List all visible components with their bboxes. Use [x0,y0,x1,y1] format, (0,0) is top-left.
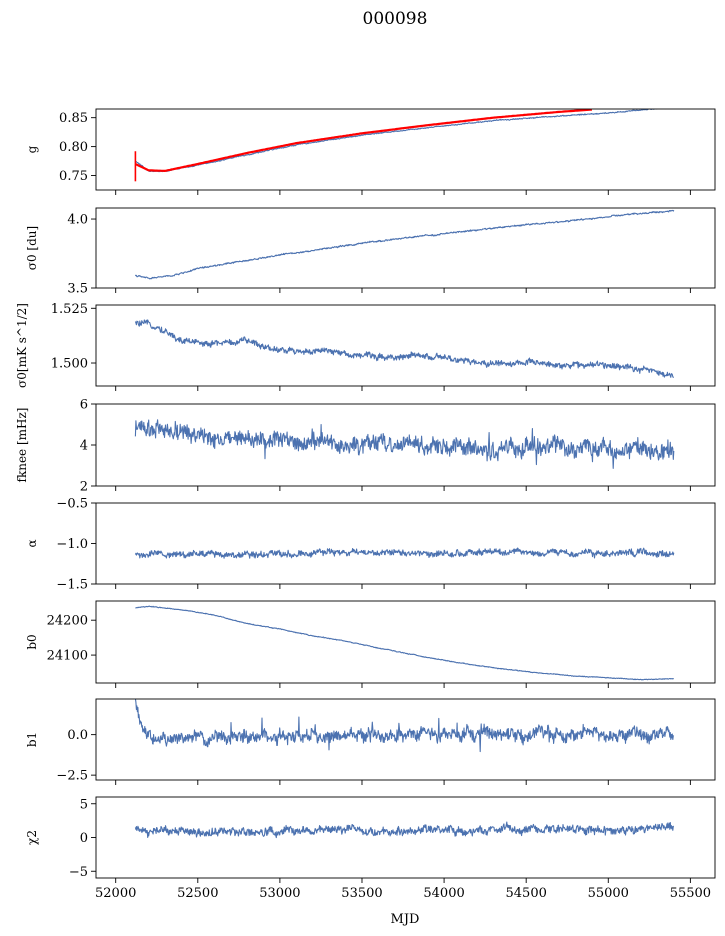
y-tick-label-chi2: 5 [80,797,88,812]
panel-sigma0: 3.5 4.0 σ0 [du] [25,207,716,297]
y-tick-label-sigma0_mk: 1.525 [51,302,88,317]
panel-chi2: −5 0 5 52000 52500 53000 53500 54000 54500 55000 5… [25,796,716,901]
series-b1-line [134,699,675,753]
x-tick-label: 55500 [670,886,711,901]
y-tick-label-alpha: −1.0 [56,537,88,552]
y-axis-label-sigma0_mk: σ0[mK s^1/2] [15,303,29,388]
panel-alpha: −1.5 −1.0 −0.5 α [25,497,716,593]
y-axis-label-alpha: α [25,539,39,547]
axes-frame-chi2 [95,796,716,879]
series-b0-line [135,605,675,681]
x-tick-label: 52500 [177,886,218,901]
y-tick-label-sigma0: 3.5 [67,282,88,297]
y-tick-label-g: 0.85 [59,111,88,126]
y-tick-label-sigma0: 4.0 [67,213,88,228]
axes-frame-sigma0 [95,207,716,289]
y-tick-label-b0: 24200 [47,614,88,629]
y-tick-label-g: 0.75 [59,169,88,184]
axes-frame-g [95,108,716,191]
y-tick-label-chi2: −5 [69,865,88,880]
y-tick-label-b1: 0.0 [67,728,88,743]
y-tick-label-alpha: −1.5 [56,578,88,593]
x-tick-label: 52000 [95,886,136,901]
series-chi2-line [134,821,675,839]
y-axis-label-sigma0: σ0 [du] [25,226,39,270]
y-tick-label-fknee: 4 [80,439,88,454]
series-g-line [135,109,666,173]
x-axis-label: MJD [391,912,420,927]
y-axis-label-chi2: χ2 [25,830,39,845]
axes-frame-sigma0_mk [95,304,716,387]
axes-frame-alpha [95,502,716,585]
series-g-fit [134,109,592,172]
figure-title: 000098 [363,9,428,29]
y-tick-label-g: 0.80 [59,140,88,155]
panels: 0.75 0.80 0.85 g 3.5 4.0 σ0 [du] 1.500 1.525 σ0[m… [15,108,716,901]
y-tick-label-sigma0_mk: 1.500 [51,357,88,372]
y-tick-label-b1: −2.5 [56,769,88,784]
series-sigma0_mk-line [134,319,674,378]
y-axis-label-g: g [25,145,39,153]
y-tick-label-fknee: 6 [80,398,88,413]
series-alpha-line [134,547,675,559]
x-tick-label: 55000 [588,886,629,901]
y-tick-label-chi2: 0 [80,831,88,846]
y-axis-label-b0: b0 [25,634,39,649]
axes-frame-b1 [95,698,716,781]
series-fknee-line [134,419,675,469]
panel-fknee: 2 4 6 fknee [mHz] [15,398,716,495]
x-tick-label: 53500 [341,886,382,901]
x-tick-label: 53000 [259,886,300,901]
y-tick-label-alpha: −0.5 [56,497,88,512]
y-tick-label-fknee: 2 [80,480,88,495]
y-axis-label-fknee: fknee [mHz] [15,408,29,483]
y-axis-label-b1: b1 [25,732,39,747]
x-tick-label: 54500 [506,886,547,901]
panel-sigma0_mk: 1.500 1.525 σ0[mK s^1/2] [15,302,716,391]
panel-b0: 24100 24200 b0 [25,600,716,688]
panel-g: 0.75 0.80 0.85 g [25,108,716,195]
axes-frame-b0 [95,600,716,684]
panel-b1: −2.5 0.0 b1 [25,698,716,785]
y-tick-label-b0: 24100 [47,649,88,664]
series-sigma0-line [134,209,675,280]
x-tick-label: 54000 [423,886,464,901]
axes-frame-fknee [95,403,716,487]
